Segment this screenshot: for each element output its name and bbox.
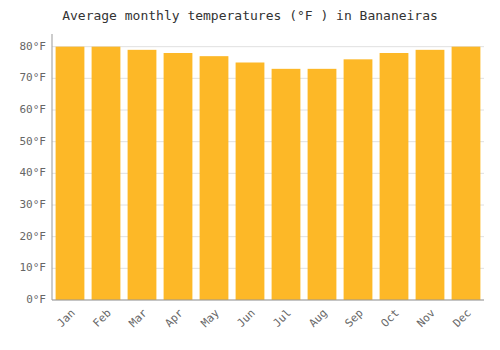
x-axis-line	[52, 300, 484, 301]
y-axis-labels: 0°F 10°F 20°F 30°F 40°F 50°F 60°F 70°F 80°F	[20, 40, 47, 306]
bar	[128, 50, 157, 300]
grid-line	[52, 300, 484, 301]
y-tick-label: 60°F	[20, 103, 47, 116]
bar	[416, 50, 445, 300]
bar	[56, 47, 85, 300]
x-tick-label: Feb	[91, 307, 114, 330]
bars	[56, 47, 481, 300]
grid	[52, 47, 484, 300]
y-tick-label: 30°F	[20, 198, 47, 211]
y-axis-line	[52, 34, 53, 300]
bar	[452, 47, 481, 300]
bar	[380, 53, 409, 300]
y-tick-label: 40°F	[20, 166, 47, 179]
bar	[344, 59, 373, 300]
x-tick-label: May	[199, 306, 223, 330]
bar	[164, 53, 193, 300]
bar	[308, 69, 337, 300]
bar	[92, 47, 121, 300]
x-tick-label: Nov	[415, 306, 439, 330]
x-tick-label: Aug	[307, 307, 330, 330]
y-tick-label: 20°F	[20, 230, 47, 243]
y-tick-label: 50°F	[20, 135, 47, 148]
bar	[200, 56, 229, 300]
x-tick-label: Sep	[343, 307, 366, 330]
y-tick-label: 10°F	[20, 261, 47, 274]
y-tick-label: 80°F	[20, 40, 47, 53]
y-tick-label: 70°F	[20, 71, 47, 84]
bar	[272, 69, 301, 300]
x-tick-label: Jul	[271, 307, 294, 330]
x-axis-labels: Jan Feb Mar Apr May Jun Jul Aug Sep Oct Nov Dec	[55, 306, 474, 330]
x-tick-label: Jun	[235, 307, 258, 330]
x-tick-label: Oct	[379, 307, 402, 330]
bar	[236, 63, 265, 301]
chart-svg: 0°F 10°F 20°F 30°F 40°F 50°F 60°F 70°F 80°F Jan Fe…	[0, 0, 500, 350]
x-tick-label: Apr	[163, 306, 187, 330]
x-tick-label: Jan	[55, 307, 78, 330]
x-tick-label: Mar	[127, 306, 151, 330]
chart-title: Average monthly temperatures (°F ) in Ba…	[62, 8, 438, 23]
chart-container: 0°F 10°F 20°F 30°F 40°F 50°F 60°F 70°F 80°F Jan Fe…	[0, 0, 500, 350]
y-tick-label: 0°F	[26, 293, 46, 306]
x-tick-label: Dec	[451, 307, 474, 330]
